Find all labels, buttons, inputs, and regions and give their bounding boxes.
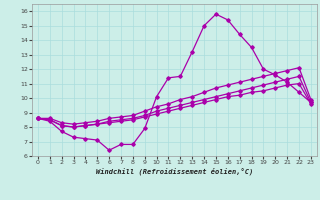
- X-axis label: Windchill (Refroidissement éolien,°C): Windchill (Refroidissement éolien,°C): [96, 168, 253, 175]
